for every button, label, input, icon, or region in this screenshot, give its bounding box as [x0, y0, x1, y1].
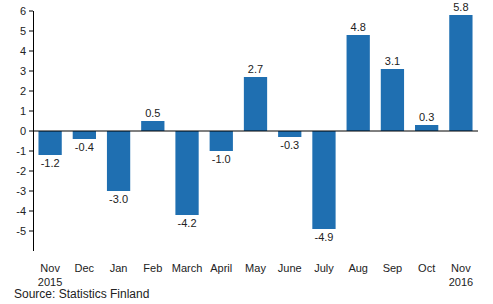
- y-tick: [29, 211, 33, 212]
- x-tick-label-line: Feb: [143, 262, 162, 274]
- y-tick-label: 5: [20, 25, 26, 37]
- y-tick-label: -1: [16, 145, 26, 157]
- x-tick-label-line: Nov: [451, 262, 471, 274]
- bar: [244, 77, 267, 131]
- y-tick: [29, 51, 33, 52]
- bar: [347, 35, 370, 131]
- y-axis-line: [33, 11, 34, 251]
- x-tick-label-line: June: [278, 262, 302, 274]
- x-tick-label: April: [210, 262, 232, 274]
- zero-line: [33, 131, 478, 132]
- y-tick-label: 6: [20, 5, 26, 17]
- chart: -5 -4 -3 -2 -1 0 1 2 3 4 5 6 Nov2015 Dec Jan Feb March Ap…: [0, 0, 493, 304]
- x-tick-label-line: July: [314, 262, 334, 274]
- data-label: -0.4: [75, 141, 94, 153]
- y-tick-label: 4: [20, 45, 26, 57]
- data-label: 5.8: [453, 1, 468, 13]
- y-tick-label: 2: [20, 85, 26, 97]
- x-tick-label: Jan: [110, 262, 128, 274]
- x-tick-label: Oct: [418, 262, 435, 274]
- x-tick-label-line: Dec: [75, 262, 95, 274]
- x-tick-label: July: [314, 262, 334, 274]
- bar: [107, 131, 130, 191]
- x-tick-label-line: Oct: [418, 262, 435, 274]
- y-tick-label: 0: [20, 125, 26, 137]
- data-label: 0.5: [145, 107, 160, 119]
- x-tick-label: Nov 2016: [449, 262, 473, 288]
- y-tick: [29, 31, 33, 32]
- bar: [449, 15, 472, 131]
- y-tick-label: -5: [16, 225, 26, 237]
- bar: [175, 131, 198, 215]
- y-tick-label: -4: [16, 205, 26, 217]
- x-tick-label: March: [172, 262, 203, 274]
- y-tick-label: -2: [16, 165, 26, 177]
- y-tick: [29, 111, 33, 112]
- data-label: -1.0: [212, 153, 231, 165]
- x-tick-label-line: March: [172, 262, 203, 274]
- bar: [38, 131, 61, 155]
- x-tick-label-line: Sep: [383, 262, 403, 274]
- data-label: -1.2: [41, 157, 60, 169]
- source: Source: Statistics Finland: [14, 287, 149, 301]
- y-tick: [29, 11, 33, 12]
- y-tick-label: 1: [20, 105, 26, 117]
- data-label: -4.9: [314, 231, 333, 243]
- y-tick-label: 3: [20, 65, 26, 77]
- y-tick: [29, 71, 33, 72]
- data-label: 0.3: [419, 111, 434, 123]
- bar: [312, 131, 335, 229]
- bar: [415, 125, 438, 131]
- data-label: -4.2: [178, 217, 197, 229]
- y-tick: [29, 171, 33, 172]
- y-tick: [29, 151, 33, 152]
- x-tick-label: Feb: [143, 262, 162, 274]
- x-tick-label-line: Nov: [40, 262, 60, 274]
- x-tick-label-line: 2016: [449, 276, 473, 288]
- x-tick-label: Dec: [75, 262, 95, 274]
- data-label: -0.3: [280, 139, 299, 151]
- x-tick-label-line: April: [210, 262, 232, 274]
- data-label: 4.8: [351, 21, 366, 33]
- x-tick-label-line: May: [245, 262, 266, 274]
- bar: [278, 131, 301, 137]
- y-tick-label: -3: [16, 185, 26, 197]
- x-tick-label: Sep: [383, 262, 403, 274]
- y-tick: [29, 91, 33, 92]
- bar: [381, 69, 404, 131]
- bar: [141, 121, 164, 131]
- data-label: 3.1: [385, 55, 400, 67]
- bars: [38, 15, 472, 229]
- bar: [210, 131, 233, 151]
- x-tick-label: June: [278, 262, 302, 274]
- x-tick-label: May: [245, 262, 266, 274]
- data-label: -3.0: [109, 193, 128, 205]
- x-tick-label-line: Jan: [110, 262, 128, 274]
- bar: [73, 131, 96, 139]
- x-tick-label: Aug: [348, 262, 368, 274]
- y-tick: [29, 231, 33, 232]
- y-tick: [29, 131, 33, 132]
- x-tick-label: Nov2015: [38, 262, 62, 288]
- y-tick: [29, 191, 33, 192]
- data-label: 2.7: [248, 63, 263, 75]
- x-tick-label-line: Aug: [348, 262, 368, 274]
